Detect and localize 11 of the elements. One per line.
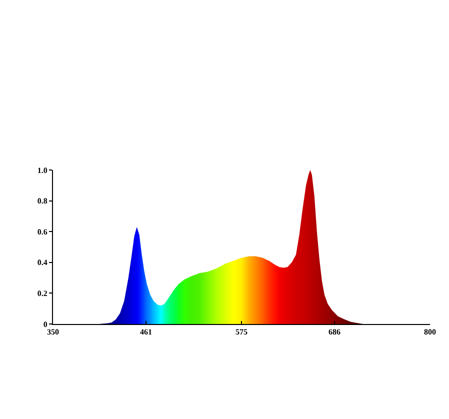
y-tick-label: 1.0: [37, 166, 48, 175]
y-tick-label: 0.6: [37, 227, 48, 236]
x-tick-label: 575: [236, 328, 248, 337]
y-tick-label: 0.4: [37, 258, 48, 268]
x-tick-label: 461: [140, 328, 152, 337]
y-tick-label: 0.2: [37, 289, 48, 298]
x-tick-label: 686: [328, 328, 340, 337]
x-tick-label: 800: [424, 328, 436, 337]
x-tick-label: 350: [47, 328, 59, 337]
y-tick-label: 0.8: [37, 196, 48, 206]
y-tick-label: 0: [43, 320, 48, 329]
